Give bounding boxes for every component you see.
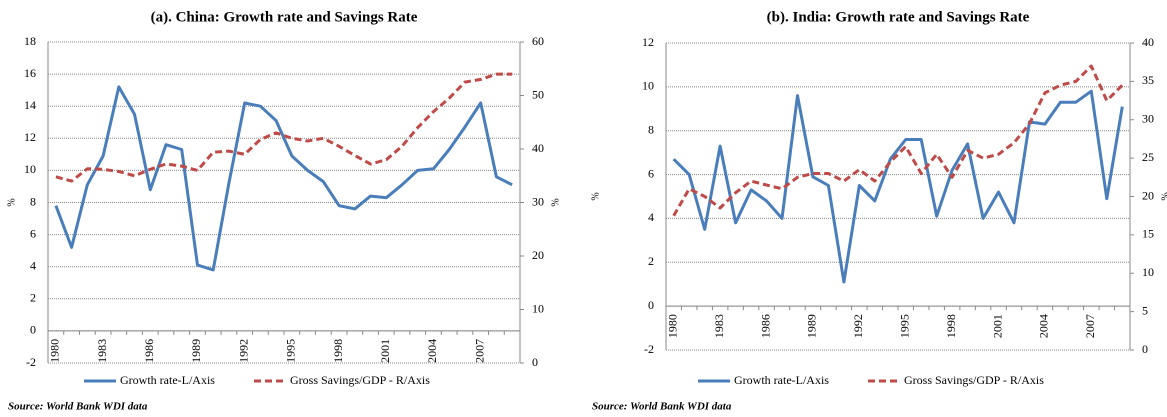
legend-label: Growth rate-L/Axis — [120, 373, 215, 387]
y2-tick-label: 40 — [1142, 35, 1154, 49]
x-tick-label: 1986 — [142, 339, 156, 363]
series-line — [54, 85, 513, 272]
y2-tick-label: 40 — [532, 141, 544, 155]
series-line — [672, 89, 1124, 284]
legend-label: Gross Savings/GDP - R/Axis — [904, 373, 1044, 387]
legend-label: Growth rate-L/Axis — [734, 373, 829, 387]
x-tick-label: 2007 — [1083, 314, 1097, 338]
y-tick-label: 0 — [30, 323, 36, 337]
y-tick-label: -2 — [26, 355, 36, 369]
y2-axis-label: % — [1160, 192, 1167, 200]
y-tick-label: 10 — [24, 162, 36, 176]
y-tick-label: 8 — [30, 194, 36, 208]
y-tick-label: 8 — [648, 122, 654, 136]
y-tick-label: 4 — [648, 210, 654, 224]
y2-tick-label: 20 — [1142, 188, 1154, 202]
x-tick-label: 1983 — [95, 339, 109, 363]
chart-title: (a). China: Growth rate and Savings Rate — [151, 9, 418, 25]
x-tick-label: 1992 — [236, 339, 250, 363]
y2-tick-label: 25 — [1142, 150, 1154, 164]
y-tick-label: 4 — [30, 258, 36, 272]
x-tick-label: 2001 — [990, 314, 1004, 338]
y2-axis-label: % — [550, 198, 561, 206]
y2-tick-label: 10 — [532, 301, 544, 315]
x-tick-label: 1998 — [944, 314, 958, 338]
x-tick-label: 1986 — [758, 314, 772, 338]
x-tick-label: 2004 — [425, 339, 439, 363]
y-axis-label: % — [6, 198, 17, 206]
y2-tick-label: 10 — [1142, 265, 1154, 279]
x-tick-label: 1980 — [48, 339, 62, 363]
y2-tick-label: 0 — [532, 355, 538, 369]
series-line — [55, 72, 513, 183]
x-tick-label: 2001 — [378, 339, 392, 363]
y2-tick-label: 5 — [1142, 303, 1148, 317]
y2-tick-label: 0 — [1142, 342, 1148, 356]
y-tick-label: 12 — [24, 130, 36, 144]
chart-title: (b). India: Growth rate and Savings Rate — [767, 9, 1030, 25]
y-tick-label: 14 — [24, 98, 36, 112]
x-tick-label: 1998 — [331, 339, 345, 363]
y2-tick-label: 30 — [532, 194, 544, 208]
y-axis-label: % — [590, 192, 601, 200]
y-tick-label: 6 — [30, 226, 36, 240]
y-tick-label: 2 — [30, 291, 36, 305]
y-tick-label: 12 — [642, 35, 654, 49]
source-note: Source: World Bank WDI data — [592, 401, 732, 413]
legend-label: Gross Savings/GDP - R/Axis — [290, 373, 430, 387]
x-tick-label: 2007 — [472, 339, 486, 363]
y-tick-label: 10 — [642, 79, 654, 93]
y-tick-label: -2 — [644, 342, 654, 356]
x-tick-label: 1989 — [805, 314, 819, 338]
y-tick-label: 18 — [24, 34, 36, 48]
x-tick-label: 1992 — [851, 314, 865, 338]
y-tick-label: 2 — [648, 254, 654, 268]
x-tick-label: 1995 — [897, 314, 911, 338]
y2-tick-label: 15 — [1142, 227, 1154, 241]
y2-tick-label: 35 — [1142, 73, 1154, 87]
x-tick-label: 1980 — [665, 314, 679, 338]
series-line — [672, 64, 1124, 217]
y-tick-label: 6 — [648, 166, 654, 180]
source-note: Source: World Bank WDI data — [8, 401, 148, 413]
y2-tick-label: 50 — [532, 87, 544, 101]
x-tick-label: 1995 — [284, 339, 298, 363]
x-tick-label: 1983 — [712, 314, 726, 338]
y2-tick-label: 20 — [532, 248, 544, 262]
x-tick-label: 1989 — [189, 339, 203, 363]
y2-tick-label: 30 — [1142, 112, 1154, 126]
y2-tick-label: 60 — [532, 34, 544, 48]
y-tick-label: 16 — [24, 66, 36, 80]
y-tick-label: 0 — [648, 298, 654, 312]
x-tick-label: 2004 — [1037, 314, 1051, 338]
